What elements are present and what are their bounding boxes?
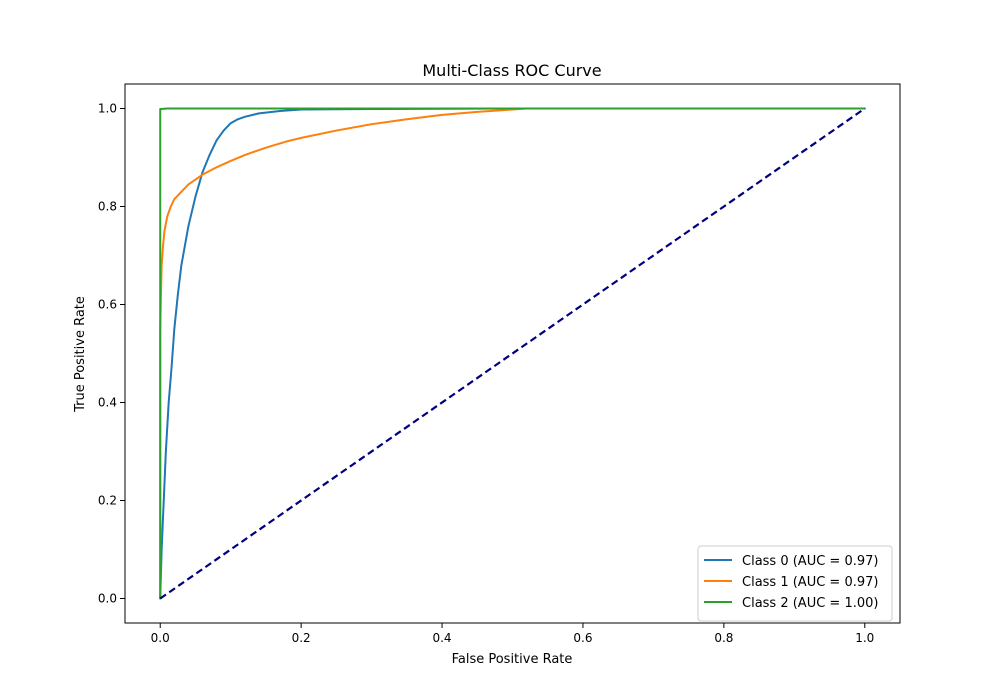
y-tick-label: 0.0 [98, 592, 117, 606]
x-axis-label: False Positive Rate [452, 652, 573, 667]
plot-layer [159, 107, 866, 600]
y-tick-label: 0.2 [98, 494, 117, 508]
x-axis-ticks: 0.0 0.2 0.4 0.6 0.8 1.0 [151, 623, 874, 645]
y-tick-label: 0.6 [98, 298, 117, 312]
roc-curve-class-2 [159, 107, 866, 600]
x-tick-label: 0.8 [714, 631, 733, 645]
legend-label-class-0: Class 0 (AUC = 0.97) [742, 554, 878, 569]
legend-label-class-2: Class 2 (AUC = 1.00) [742, 596, 878, 611]
x-tick-label: 0.6 [573, 631, 592, 645]
legend: Class 0 (AUC = 0.97) Class 1 (AUC = 0.97)… [697, 545, 893, 622]
x-tick-label: 1.0 [855, 631, 874, 645]
random-baseline-line [159, 107, 866, 600]
legend-box [697, 545, 893, 622]
x-tick-label: 0.2 [292, 631, 311, 645]
x-tick-label: 0.4 [432, 631, 451, 645]
y-axis-ticks: 0.0 0.2 0.4 0.6 0.8 1.0 [98, 102, 125, 606]
y-axis-label: True Positive Rate [73, 296, 88, 413]
x-tick-label: 0.0 [151, 631, 170, 645]
roc-curve-class-1 [159, 107, 866, 600]
y-tick-label: 0.8 [98, 200, 117, 214]
y-tick-label: 1.0 [98, 102, 117, 116]
y-tick-label: 0.4 [98, 396, 117, 410]
plot-area-frame [124, 83, 901, 624]
chart-title: Multi-Class ROC Curve [422, 61, 601, 80]
legend-label-class-1: Class 1 (AUC = 0.97) [742, 575, 878, 590]
roc-curve-class-0 [159, 107, 866, 600]
